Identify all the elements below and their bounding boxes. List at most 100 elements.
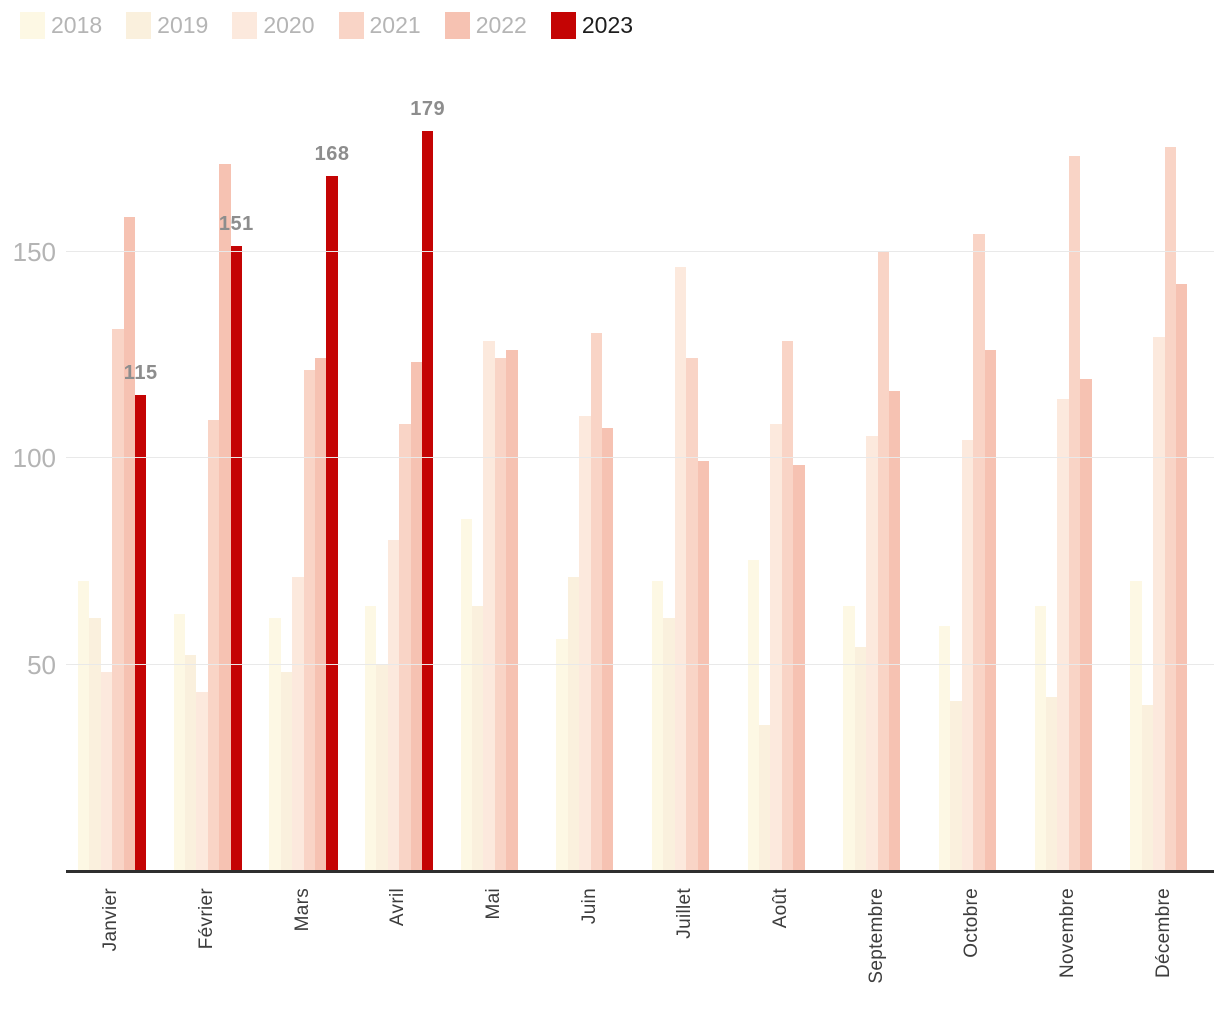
bar-2018-mai[interactable] [460,518,473,870]
bar-2022-avril[interactable] [410,362,422,870]
x-axis-label-juillet: Juillet [674,888,696,939]
bar-2023-mars[interactable] [326,176,338,870]
bar-2023-janvier[interactable] [135,395,147,870]
y-axis-label-50: 50 [27,649,56,680]
bar-2018-janvier[interactable] [78,580,90,870]
bar-2021-mai[interactable] [494,357,507,870]
bar-2020-septembre[interactable] [866,436,878,870]
legend-swatch-2018 [20,12,45,39]
x-axis-label-decembre: Décembre [1152,888,1174,979]
legend-item-2019[interactable]: 2019 [126,12,208,39]
bar-2022-juillet[interactable] [697,461,709,870]
bar-2018-avril[interactable] [365,605,377,870]
bar-2018-decembre[interactable] [1130,580,1142,870]
bar-2020-mars[interactable] [292,576,304,870]
legend-swatch-2020 [232,12,258,39]
legend-swatch-2019 [126,12,152,39]
bar-2018-mars[interactable] [269,618,281,870]
bar-2019-septembre[interactable] [854,646,867,870]
bar-2020-mai[interactable] [483,341,495,870]
bar-2019-juillet[interactable] [663,618,675,870]
bar-2021-decembre[interactable] [1164,147,1176,870]
bar-2022-fevrier[interactable] [219,163,231,870]
bar-2019-juin[interactable] [567,576,580,870]
bar-label-2023-fevrier: 151 [218,213,254,236]
bar-2019-janvier[interactable] [89,618,101,870]
bar-2020-fevrier[interactable] [196,692,208,870]
bar-2021-avril[interactable] [399,423,411,870]
bar-2019-decembre[interactable] [1141,704,1154,870]
legend-item-2022[interactable]: 2022 [444,12,527,39]
legend-item-2021[interactable]: 2021 [338,12,421,39]
legend-label-2022: 2022 [475,12,527,38]
legend-label-2021: 2021 [369,12,421,38]
bar-2021-mars[interactable] [303,370,315,870]
bar-2021-juin[interactable] [590,333,602,870]
bar-2022-septembre[interactable] [888,390,901,870]
bar-2018-aout[interactable] [747,560,760,870]
bar-2022-octobre[interactable] [984,349,996,870]
bar-2019-avril[interactable] [376,663,388,870]
x-axis-label-septembre: Septembre [865,888,887,984]
gridline-150 [66,250,1214,252]
bar-label-2023-mars: 168 [314,143,350,166]
bar-2020-novembre[interactable] [1057,399,1069,870]
bar-2019-mars[interactable] [280,671,293,870]
bar-2019-octobre[interactable] [950,700,962,870]
bar-2021-novembre[interactable] [1068,155,1081,870]
bar-2020-juillet[interactable] [674,267,687,870]
legend-item-2023[interactable]: 2023 [550,12,633,39]
y-axis-label-100: 100 [12,443,56,473]
bar-2020-aout[interactable] [770,423,782,870]
bar-2022-decembre[interactable] [1175,283,1188,870]
bar-2018-septembre[interactable] [843,605,855,870]
bar-2018-juillet[interactable] [652,580,664,870]
x-axis-line [66,870,1214,873]
bar-2020-octobre[interactable] [961,440,974,870]
y-axis-label-150: 150 [12,236,56,267]
bar-2023-fevrier[interactable] [230,246,243,870]
x-axis-label-janvier: Janvier [100,888,122,952]
bar-2022-novembre[interactable] [1080,378,1092,870]
legend-swatch-2023 [550,12,576,39]
bar-2022-aout[interactable] [793,465,805,870]
bar-2022-janvier[interactable] [123,217,135,870]
legend-swatch-2021 [338,12,364,39]
bar-2023-avril[interactable] [422,130,434,870]
bar-2022-mai[interactable] [506,349,518,870]
bar-2020-decembre[interactable] [1153,337,1165,870]
gridline-100 [66,457,1214,458]
bar-2018-novembre[interactable] [1034,605,1047,870]
bar-2021-octobre[interactable] [973,233,985,870]
legend-item-2018[interactable]: 2018 [20,12,102,39]
x-axis-label-novembre: Novembre [1056,888,1078,979]
x-axis-label-mars: Mars [291,888,313,932]
bar-2019-fevrier[interactable] [185,655,197,870]
bar-2020-janvier[interactable] [100,671,113,870]
bar-2021-juillet[interactable] [686,357,698,870]
x-axis-label-mai: Mai [482,888,504,920]
bar-2019-novembre[interactable] [1046,696,1058,870]
bar-2021-septembre[interactable] [877,250,889,870]
bar-2021-aout[interactable] [781,341,794,870]
x-axis-label-aout: Août [769,888,791,929]
bar-2021-janvier[interactable] [112,328,124,870]
x-axis-label-octobre: Octobre [961,888,983,958]
legend-label-2018: 2018 [51,12,103,38]
legend-label-2020: 2020 [263,12,315,38]
x-axis-label-avril: Avril [387,888,409,927]
bar-2018-octobre[interactable] [939,626,951,870]
legend-label-2019: 2019 [157,12,209,38]
bar-2022-juin[interactable] [601,428,614,870]
bar-2022-mars[interactable] [314,357,327,870]
legend-item-2020[interactable]: 2020 [232,12,315,39]
bar-2020-avril[interactable] [387,539,400,870]
x-axis-label-fevrier: Février [195,888,217,950]
bar-2019-mai[interactable] [472,605,484,870]
bar-2020-juin[interactable] [579,415,591,870]
bar-2018-fevrier[interactable] [173,613,186,870]
bar-2018-juin[interactable] [556,638,568,870]
bar-2019-aout[interactable] [759,725,771,870]
bar-2021-fevrier[interactable] [207,419,220,870]
